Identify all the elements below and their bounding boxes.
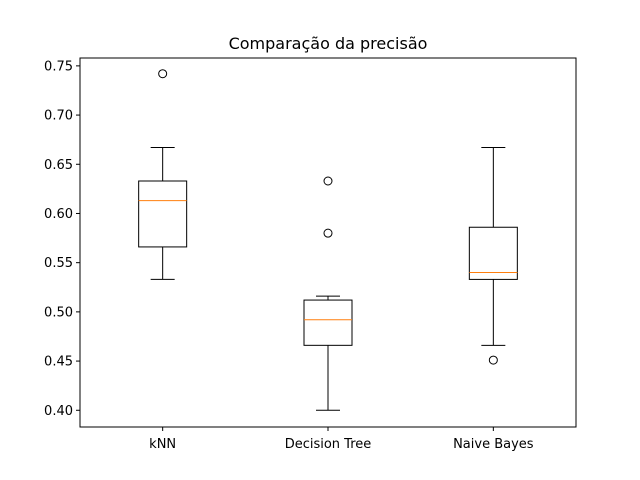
- x-tick-label: kNN: [149, 437, 176, 452]
- y-tick-label: 0.70: [44, 109, 73, 124]
- iqr-box: [468, 226, 518, 280]
- y-tick-label: 0.50: [44, 305, 73, 320]
- outlier-point: [158, 69, 168, 79]
- outlier-point: [488, 355, 498, 365]
- iqr-box: [138, 180, 188, 248]
- chart-title: Comparação da precisão: [229, 34, 428, 53]
- y-tick-label: 0.55: [44, 256, 73, 271]
- x-tick-label: Decision Tree: [285, 437, 372, 452]
- y-tick-label: 0.65: [44, 158, 73, 173]
- outlier-point: [323, 176, 333, 186]
- axes-frame: [79, 57, 577, 428]
- iqr-box: [303, 299, 353, 346]
- y-tick-label: 0.75: [44, 59, 73, 74]
- y-tick-label: 0.60: [44, 207, 73, 222]
- outlier-point: [323, 228, 333, 238]
- y-tick-label: 0.40: [44, 404, 73, 419]
- plot-area: 0.40 0.45 0.50 0.55 0.60 0.65 0.70 0.75 kNN Decis…: [44, 59, 534, 452]
- x-tick-label: Naive Bayes: [453, 437, 534, 452]
- y-tick-label: 0.45: [44, 355, 73, 370]
